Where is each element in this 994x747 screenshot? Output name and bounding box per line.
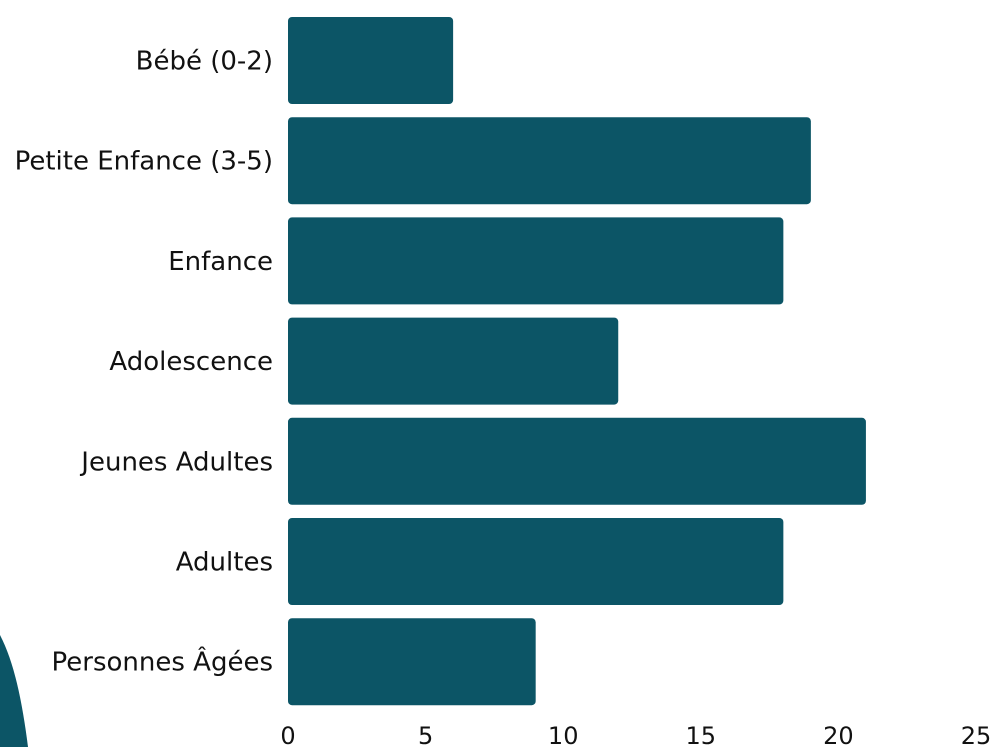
x-axis-ticks-group: 0 5 10 15 20 25 <box>280 722 991 747</box>
bar-1 <box>288 117 811 205</box>
x-tick-label-2: 10 <box>548 722 579 747</box>
x-tick-label-4: 20 <box>823 722 854 747</box>
category-label-6: Personnes Âgées <box>52 646 273 678</box>
bar-4 <box>288 417 866 505</box>
category-labels-group: Bébé (0-2) Petite Enfance (3-5) Enfance Ado… <box>15 47 273 678</box>
x-tick-label-5: 25 <box>961 722 992 747</box>
bar-2 <box>288 217 784 305</box>
x-tick-label-3: 15 <box>686 722 717 747</box>
category-label-3: Adolescence <box>109 347 273 377</box>
x-tick-label-1: 5 <box>418 722 433 747</box>
category-label-4: Jeunes Adultes <box>79 447 273 477</box>
category-label-5: Adultes <box>176 548 273 578</box>
category-label-0: Bébé (0-2) <box>136 47 273 77</box>
bar-3 <box>288 317 619 405</box>
bar-5 <box>288 518 784 605</box>
category-label-2: Enfance <box>168 247 273 277</box>
bar-6 <box>288 618 536 706</box>
bar-0 <box>288 17 454 104</box>
bars-group <box>288 17 866 706</box>
category-label-1: Petite Enfance (3-5) <box>15 147 273 177</box>
x-tick-label-0: 0 <box>280 722 295 747</box>
decorative-corner-shape <box>0 635 28 747</box>
